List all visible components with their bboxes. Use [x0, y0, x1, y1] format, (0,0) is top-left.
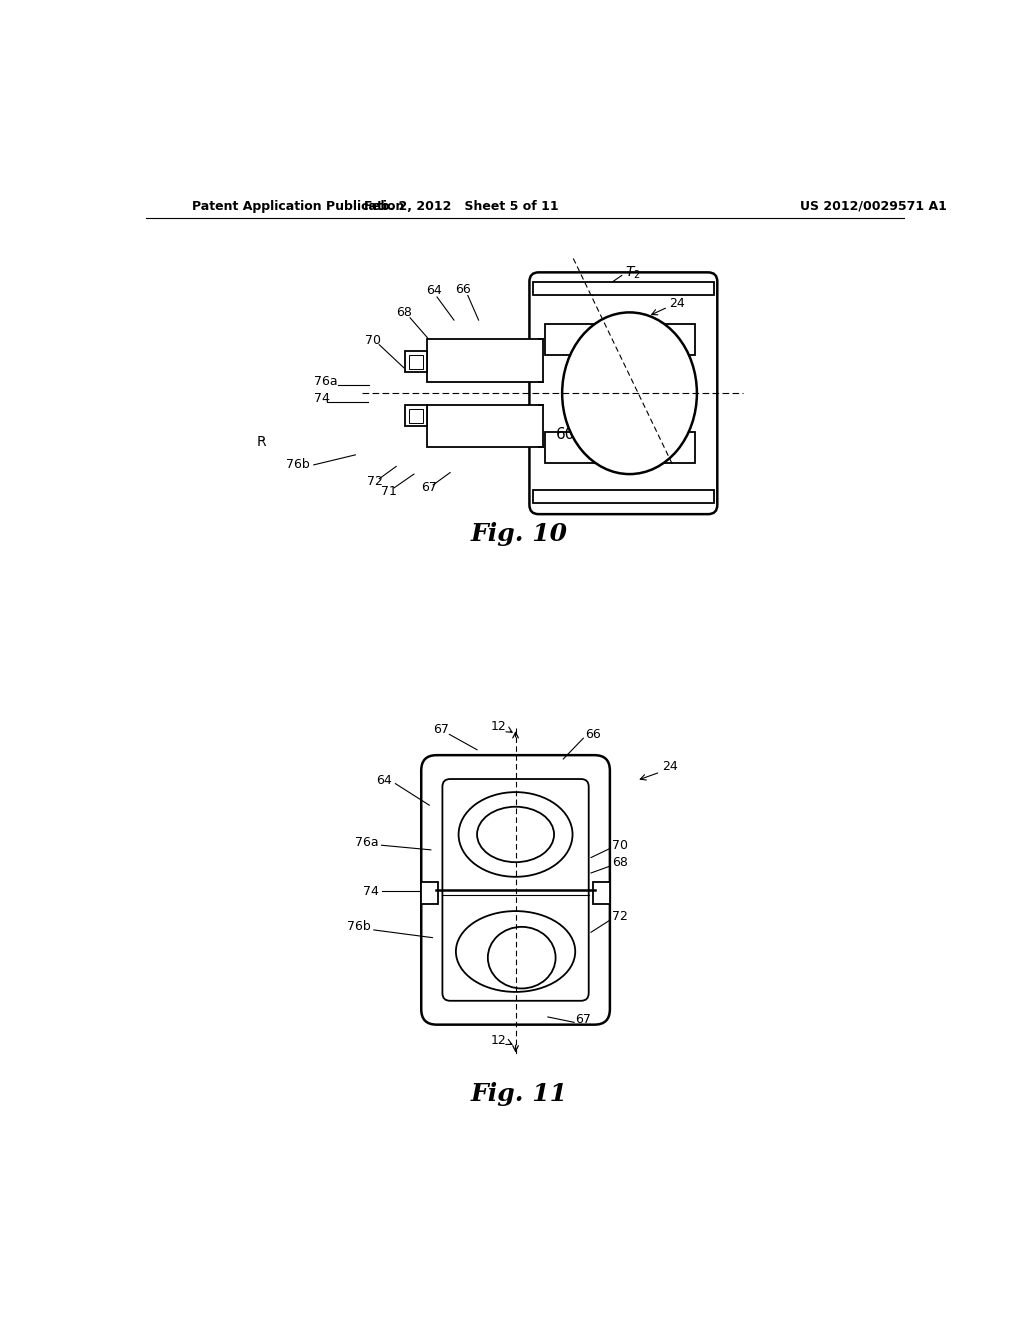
Text: 60: 60 — [556, 426, 575, 442]
Text: US 2012/0029571 A1: US 2012/0029571 A1 — [801, 199, 947, 213]
Text: 68: 68 — [611, 857, 628, 870]
Text: 64: 64 — [426, 284, 441, 297]
Text: 24: 24 — [670, 297, 685, 310]
Bar — [410, 409, 423, 422]
FancyBboxPatch shape — [421, 755, 610, 1024]
Ellipse shape — [487, 927, 556, 989]
Bar — [545, 432, 695, 462]
Text: $T_2$: $T_2$ — [625, 264, 641, 281]
Text: 71: 71 — [381, 484, 397, 498]
Bar — [593, 882, 610, 904]
Ellipse shape — [477, 807, 554, 862]
Bar — [421, 882, 438, 904]
Text: R: R — [482, 969, 492, 983]
Text: 24: 24 — [662, 760, 678, 774]
Bar — [545, 323, 695, 355]
Text: 12: 12 — [490, 1034, 507, 1047]
Bar — [532, 490, 714, 503]
Text: 67: 67 — [422, 482, 437, 495]
Text: 12: 12 — [490, 721, 507, 733]
Text: 64: 64 — [377, 774, 392, 787]
FancyBboxPatch shape — [529, 272, 717, 515]
Text: 70: 70 — [611, 838, 628, 851]
Text: 74: 74 — [313, 392, 330, 405]
Text: Fig. 11: Fig. 11 — [471, 1082, 568, 1106]
Ellipse shape — [459, 792, 572, 876]
Text: 76b: 76b — [347, 920, 371, 933]
Text: 68: 68 — [396, 306, 412, 319]
Bar — [427, 339, 543, 381]
Text: 66: 66 — [456, 282, 471, 296]
Text: R: R — [257, 434, 266, 449]
Text: 67: 67 — [575, 1012, 592, 1026]
Text: 76b: 76b — [286, 458, 310, 471]
Bar — [532, 281, 714, 296]
Text: 76a: 76a — [355, 836, 379, 849]
Text: 72: 72 — [368, 475, 383, 488]
Bar — [406, 351, 427, 372]
Bar — [427, 405, 543, 447]
Text: Feb. 2, 2012   Sheet 5 of 11: Feb. 2, 2012 Sheet 5 of 11 — [365, 199, 559, 213]
Text: Patent Application Publication: Patent Application Publication — [193, 199, 404, 213]
Text: 76a: 76a — [313, 375, 338, 388]
Text: Fig. 10: Fig. 10 — [471, 523, 568, 546]
Text: 72: 72 — [611, 911, 628, 924]
Text: 70: 70 — [366, 334, 381, 347]
Bar — [410, 355, 423, 368]
Ellipse shape — [562, 313, 697, 474]
Ellipse shape — [456, 911, 575, 991]
Text: 66: 66 — [585, 727, 601, 741]
Text: 67: 67 — [433, 723, 449, 737]
Bar — [406, 405, 427, 426]
FancyBboxPatch shape — [442, 779, 589, 1001]
Text: 74: 74 — [362, 884, 379, 898]
